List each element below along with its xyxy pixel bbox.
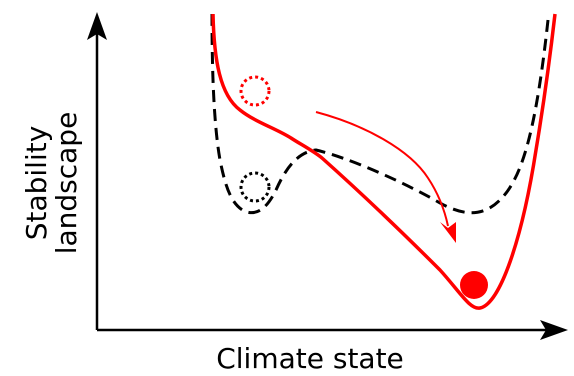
previous-landscape-curve (210, 13, 550, 215)
y-axis-label-line1: Stability (20, 126, 53, 241)
transition-arrow (315, 111, 449, 227)
y-axis-label-line2: landscape (50, 112, 83, 255)
x-axis-arrowhead (540, 320, 568, 340)
current-landscape-curve (211, 13, 557, 310)
y-axis-arrowhead (87, 12, 107, 40)
current-state-ball (460, 271, 488, 299)
former-state-marker-black (239, 171, 271, 203)
transition-arrowhead (440, 222, 456, 243)
x-axis-label: Climate state (216, 342, 404, 375)
former-state-marker-red (239, 75, 271, 107)
y-axis-label: Stability landscape (20, 112, 83, 255)
